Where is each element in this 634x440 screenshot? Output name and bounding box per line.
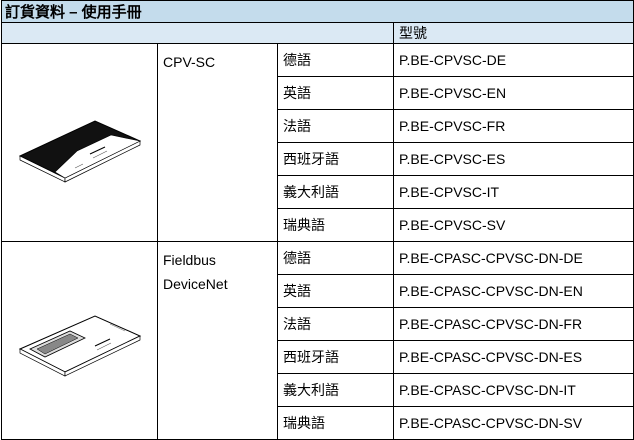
table-row: 瑞典語 P.BE-CPASC-CPVSC-DN-SV [2,406,634,440]
language-cell: 英語 [277,274,394,308]
part-number-cell: P.BE-CPASC-CPVSC-DN-ES [393,340,634,374]
part-number-cell: P.BE-CPASC-CPVSC-DN-DE [393,241,634,275]
part-number-cell: P.BE-CPASC-CPVSC-DN-FR [393,307,634,341]
table-row: 法語 P.BE-CPVSC-FR [2,109,634,143]
part-number-cell: P.BE-CPASC-CPVSC-DN-IT [393,373,634,407]
part-number-cell: P.BE-CPVSC-SV [393,208,634,242]
language-cell: 瑞典語 [277,406,394,440]
header-cell: 型號 [393,22,634,44]
table-row: CPV-SC 德語 P.BE-CPVSC-DE [1,43,634,242]
product-line: CPV-SC [163,54,216,70]
language-cell: 德語 [277,241,394,275]
product-cell: Fieldbus DeviceNet [157,241,278,440]
language-cell: 義大利語 [277,175,394,209]
language-cell: 義大利語 [277,373,394,407]
image-cell [1,43,158,242]
table-row: 義大利語 P.BE-CPVSC-IT [2,175,634,209]
title: 訂貨資料 – 使用手冊 [1,0,634,23]
language-cell: 瑞典語 [277,208,394,242]
image-cell [1,241,158,440]
language-cell: 西班牙語 [277,340,394,374]
language-cell: 法語 [277,307,394,341]
table-row: 英語 P.BE-CPVSC-EN [2,76,634,110]
language-cell: 法語 [277,109,394,143]
table-row: 義大利語 P.BE-CPASC-CPVSC-DN-IT [2,373,634,407]
table-row: 瑞典語 P.BE-CPVSC-SV [2,208,634,242]
product-cell: CPV-SC [157,43,278,242]
manual-image [18,315,141,377]
manual-image [18,120,141,183]
part-number-cell: P.BE-CPASC-CPVSC-DN-EN [393,274,634,308]
part-number-cell: P.BE-CPASC-CPVSC-DN-SV [393,406,634,440]
header-blank [1,22,394,44]
table-row: 西班牙語 P.BE-CPASC-CPVSC-DN-ES [2,340,634,374]
product-line: Fieldbus [163,252,216,268]
product-line: DeviceNet [163,276,228,292]
table-row: Fieldbus DeviceNet 德語 P.BE-CPASC-CPVSC-DN-D… [1,241,634,440]
part-number-cell: P.BE-CPVSC-FR [393,109,634,143]
part-number-cell: P.BE-CPVSC-DE [393,43,634,77]
language-cell: 西班牙語 [277,142,394,176]
language-cell: 英語 [277,76,394,110]
part-number-cell: P.BE-CPVSC-EN [393,76,634,110]
table-row: 西班牙語 P.BE-CPVSC-ES [2,142,634,176]
language-cell: 德語 [277,43,394,77]
table-row: 英語 P.BE-CPASC-CPVSC-DN-EN [2,274,634,308]
part-number-cell: P.BE-CPVSC-IT [393,175,634,209]
part-number-cell: P.BE-CPVSC-ES [393,142,634,176]
